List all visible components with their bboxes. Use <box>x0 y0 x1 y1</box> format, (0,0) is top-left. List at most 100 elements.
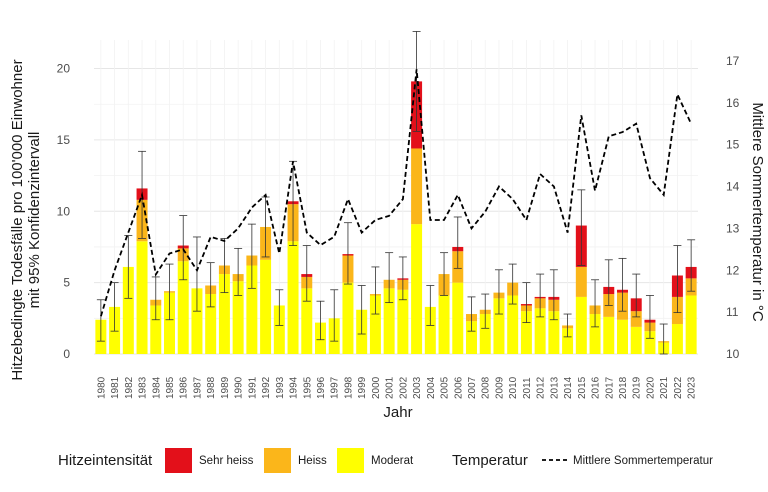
y2-tick-label-14: 14 <box>726 180 740 194</box>
bar-moderat-2020 <box>644 331 656 354</box>
x-tick-label-1981: 1981 <box>110 376 121 399</box>
x-tick-label-1982: 1982 <box>124 376 135 399</box>
legend: Hitzeintensität Sehr heiss Heiss Moderat… <box>58 448 713 473</box>
temperature-line-layer <box>100 69 692 317</box>
bar-moderat-1989 <box>218 274 230 354</box>
bar-moderat-2008 <box>479 314 491 354</box>
error-bars <box>96 31 696 355</box>
x-tick-label-1986: 1986 <box>179 376 190 399</box>
y2-tick-label-15: 15 <box>726 138 740 152</box>
bar-moderat-2015 <box>575 296 587 354</box>
legend-label-heiss: Heiss <box>298 455 327 467</box>
y-axis-title-line-1: Hitzebedingte Todesfälle pro 100'000 Ein… <box>9 59 26 380</box>
x-tick-label-2021: 2021 <box>659 376 670 399</box>
bar-moderat-2009 <box>493 298 505 354</box>
y2-tick-label-10: 10 <box>726 347 740 361</box>
x-tick-label-1987: 1987 <box>192 376 203 399</box>
x-tick-label-2002: 2002 <box>398 376 409 399</box>
bar-moderat-1988 <box>205 294 217 354</box>
bars <box>95 81 697 354</box>
x-tick-label-2005: 2005 <box>440 376 451 399</box>
bar-moderat-2014 <box>562 328 574 354</box>
bar-moderat-1990 <box>232 281 244 354</box>
legend-title-temperature: Temperatur <box>452 452 528 469</box>
x-tick-label-2013: 2013 <box>549 376 560 399</box>
x-tick-label-1999: 1999 <box>357 376 368 399</box>
bar-moderat-1991 <box>246 265 258 354</box>
x-tick-label-2004: 2004 <box>426 376 437 399</box>
y-tick-label-20: 20 <box>57 62 71 76</box>
x-tick-label-2001: 2001 <box>385 376 396 399</box>
x-tick-label-2003: 2003 <box>412 376 423 399</box>
legend-title-intensity: Hitzeintensität <box>58 452 153 469</box>
bar-moderat-1992 <box>260 259 272 354</box>
y-tick-label-5: 5 <box>63 276 70 290</box>
y-axis-title-line-2: mit 95% Konfidenzintervall <box>26 132 43 309</box>
temperature-line <box>100 69 692 317</box>
x-tick-label-1998: 1998 <box>343 376 354 399</box>
y-axis-title: Hitzebedingte Todesfälle pro 100'000 Ein… <box>9 59 43 380</box>
bar-moderat-2013 <box>548 311 560 354</box>
x-tick-label-1990: 1990 <box>234 376 245 399</box>
legend-label-temperature: Mittlere Sommertemperatur <box>573 455 713 467</box>
bar-moderat-2011 <box>520 311 532 354</box>
bar-moderat-2004 <box>424 306 436 354</box>
bar-moderat-1993 <box>273 305 285 354</box>
bar-moderat-2017 <box>603 316 615 354</box>
x-tick-label-2007: 2007 <box>467 376 478 399</box>
legend-swatch-sehr-heiss <box>165 448 192 473</box>
y2-tick-label-13: 13 <box>726 221 740 235</box>
y2-tick-label-17: 17 <box>726 54 740 68</box>
bar-moderat-2016 <box>589 314 601 354</box>
y2-tick-label-11: 11 <box>726 305 739 319</box>
y-tick-label-0: 0 <box>63 347 70 361</box>
x-tick-label-1995: 1995 <box>302 376 313 399</box>
x-tick-label-2008: 2008 <box>481 376 492 399</box>
bar-heiss-2003 <box>411 148 423 225</box>
bar-moderat-2022 <box>671 324 683 354</box>
bar-moderat-2012 <box>534 308 546 354</box>
bar-moderat-2019 <box>630 326 642 354</box>
x-tick-label-1997: 1997 <box>330 376 341 399</box>
bar-moderat-1983 <box>136 241 148 354</box>
bar-moderat-2002 <box>397 289 409 354</box>
x-tick-label-2010: 2010 <box>508 376 519 399</box>
bar-moderat-1986 <box>177 261 189 354</box>
bar-moderat-1994 <box>287 241 299 354</box>
legend-swatch-moderat <box>337 448 364 473</box>
bar-moderat-1984 <box>150 305 162 354</box>
x-tick-label-1992: 1992 <box>261 376 272 399</box>
x-tick-label-2011: 2011 <box>522 377 533 399</box>
bar-moderat-2006 <box>452 282 464 354</box>
y-axis-ticks: 0 5 10 15 20 <box>57 62 71 361</box>
legend-label-moderat: Moderat <box>371 455 414 467</box>
bar-moderat-2007 <box>466 321 477 354</box>
bar-heiss-2019 <box>630 311 642 327</box>
x-tick-label-2019: 2019 <box>632 376 643 399</box>
x-tick-label-2016: 2016 <box>591 376 602 399</box>
legend-label-sehr-heiss: Sehr heiss <box>199 455 254 467</box>
bar-moderat-1998 <box>342 282 354 354</box>
x-tick-label-2023: 2023 <box>687 376 698 399</box>
x-tick-label-2012: 2012 <box>536 376 547 399</box>
x-tick-label-2000: 2000 <box>371 376 382 399</box>
x-tick-label-1991: 1991 <box>247 376 258 399</box>
y2-axis-ticks: 10 11 12 13 14 15 16 17 <box>726 54 740 361</box>
x-tick-label-1994: 1994 <box>289 376 300 399</box>
x-tick-label-2017: 2017 <box>604 376 615 399</box>
bar-moderat-1995 <box>301 288 313 354</box>
y2-tick-label-12: 12 <box>726 263 740 277</box>
y-tick-label-15: 15 <box>57 133 71 147</box>
x-tick-label-1984: 1984 <box>151 376 162 399</box>
x-tick-label-1980: 1980 <box>96 376 107 399</box>
bar-moderat-2010 <box>507 295 519 354</box>
bar-moderat-1982 <box>122 266 134 354</box>
x-tick-label-1989: 1989 <box>220 376 231 399</box>
bar-moderat-2023 <box>685 295 697 354</box>
x-tick-label-2009: 2009 <box>494 376 505 399</box>
bar-moderat-2000 <box>369 295 381 354</box>
x-tick-label-2014: 2014 <box>563 376 574 399</box>
y-tick-label-10: 10 <box>57 204 71 218</box>
